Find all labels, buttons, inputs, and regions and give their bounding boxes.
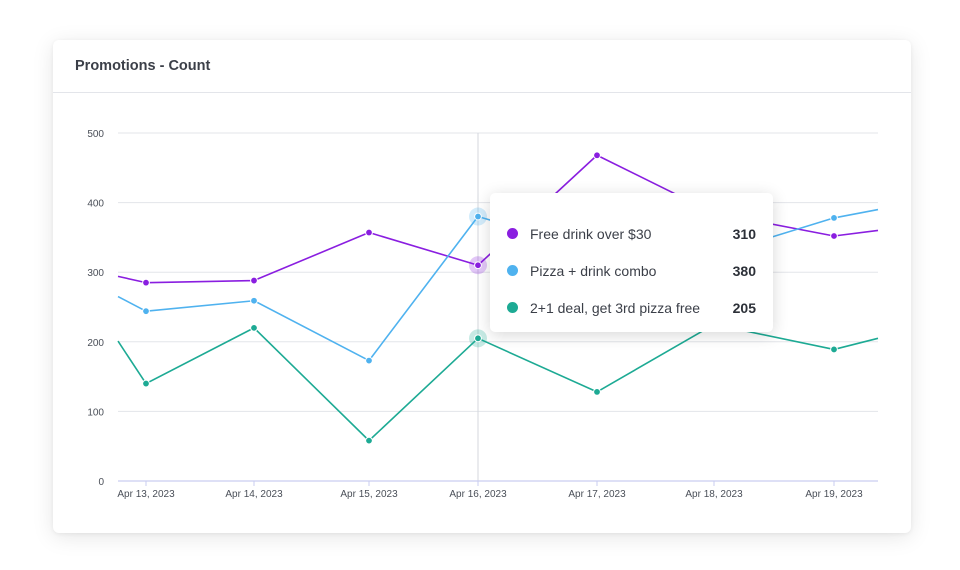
data-point-pizza-drink-combo-0 [142, 307, 150, 316]
data-point-2-1-deal-get-3rd-pizza-free-6 [830, 345, 838, 354]
x-tick-label-0: Apr 13, 2023 [117, 489, 175, 500]
tooltip-row-2plus1-deal: 2+1 deal, get 3rd pizza free 205 [507, 289, 756, 326]
x-tick-label-4: Apr 17, 2023 [568, 489, 626, 500]
chart-tooltip: Free drink over $30 310 Pizza + drink co… [490, 193, 773, 332]
tooltip-label-2plus1-deal: 2+1 deal, get 3rd pizza free [530, 299, 701, 316]
data-point-free-drink-over-30-0 [142, 278, 150, 287]
x-tick-label-2: Apr 15, 2023 [340, 489, 398, 500]
tooltip-row-pizza-drink-combo: Pizza + drink combo 380 [507, 252, 756, 289]
data-point-free-drink-over-30-3 [474, 261, 482, 270]
data-point-2-1-deal-get-3rd-pizza-free-3 [474, 334, 482, 343]
data-point-2-1-deal-get-3rd-pizza-free-0 [142, 379, 150, 388]
data-point-free-drink-over-30-6 [830, 232, 838, 240]
tooltip-swatch-free-drink [507, 228, 518, 239]
data-point-pizza-drink-combo-6 [830, 214, 838, 222]
tooltip-value-free-drink: 310 [732, 225, 756, 242]
data-point-free-drink-over-30-4 [593, 151, 601, 160]
x-tick-label-6: Apr 19, 2023 [805, 489, 863, 500]
y-tick-label-300: 300 [87, 268, 104, 279]
card-title: Promotions - Count [75, 58, 211, 74]
y-tick-label-200: 200 [87, 338, 104, 349]
tooltip-swatch-2plus1-deal [507, 302, 518, 313]
data-point-2-1-deal-get-3rd-pizza-free-1 [250, 323, 258, 332]
tooltip-row-free-drink: Free drink over $30 310 [507, 215, 756, 252]
card-header: Promotions - Count [53, 40, 911, 93]
tooltip-swatch-pizza-drink-combo [507, 265, 518, 276]
x-tick-label-1: Apr 14, 2023 [225, 489, 283, 500]
x-tick-label-5: Apr 18, 2023 [685, 489, 743, 500]
data-point-2-1-deal-get-3rd-pizza-free-4 [593, 388, 601, 396]
data-point-free-drink-over-30-1 [250, 276, 258, 285]
data-point-pizza-drink-combo-1 [250, 296, 258, 305]
y-tick-label-500: 500 [87, 129, 104, 140]
tooltip-value-pizza-drink-combo: 380 [732, 262, 756, 279]
y-tick-label-100: 100 [87, 407, 104, 418]
data-point-pizza-drink-combo-3 [474, 212, 482, 221]
tooltip-label-pizza-drink-combo: Pizza + drink combo [530, 262, 657, 279]
data-point-2-1-deal-get-3rd-pizza-free-2 [365, 436, 373, 445]
data-point-pizza-drink-combo-2 [365, 356, 373, 365]
y-tick-label-400: 400 [87, 199, 104, 210]
data-point-free-drink-over-30-2 [365, 228, 373, 237]
tooltip-label-free-drink: Free drink over $30 [530, 225, 652, 242]
y-tick-label-0: 0 [98, 477, 104, 488]
tooltip-value-2plus1-deal: 205 [732, 299, 756, 316]
x-tick-label-3: Apr 16, 2023 [449, 489, 507, 500]
